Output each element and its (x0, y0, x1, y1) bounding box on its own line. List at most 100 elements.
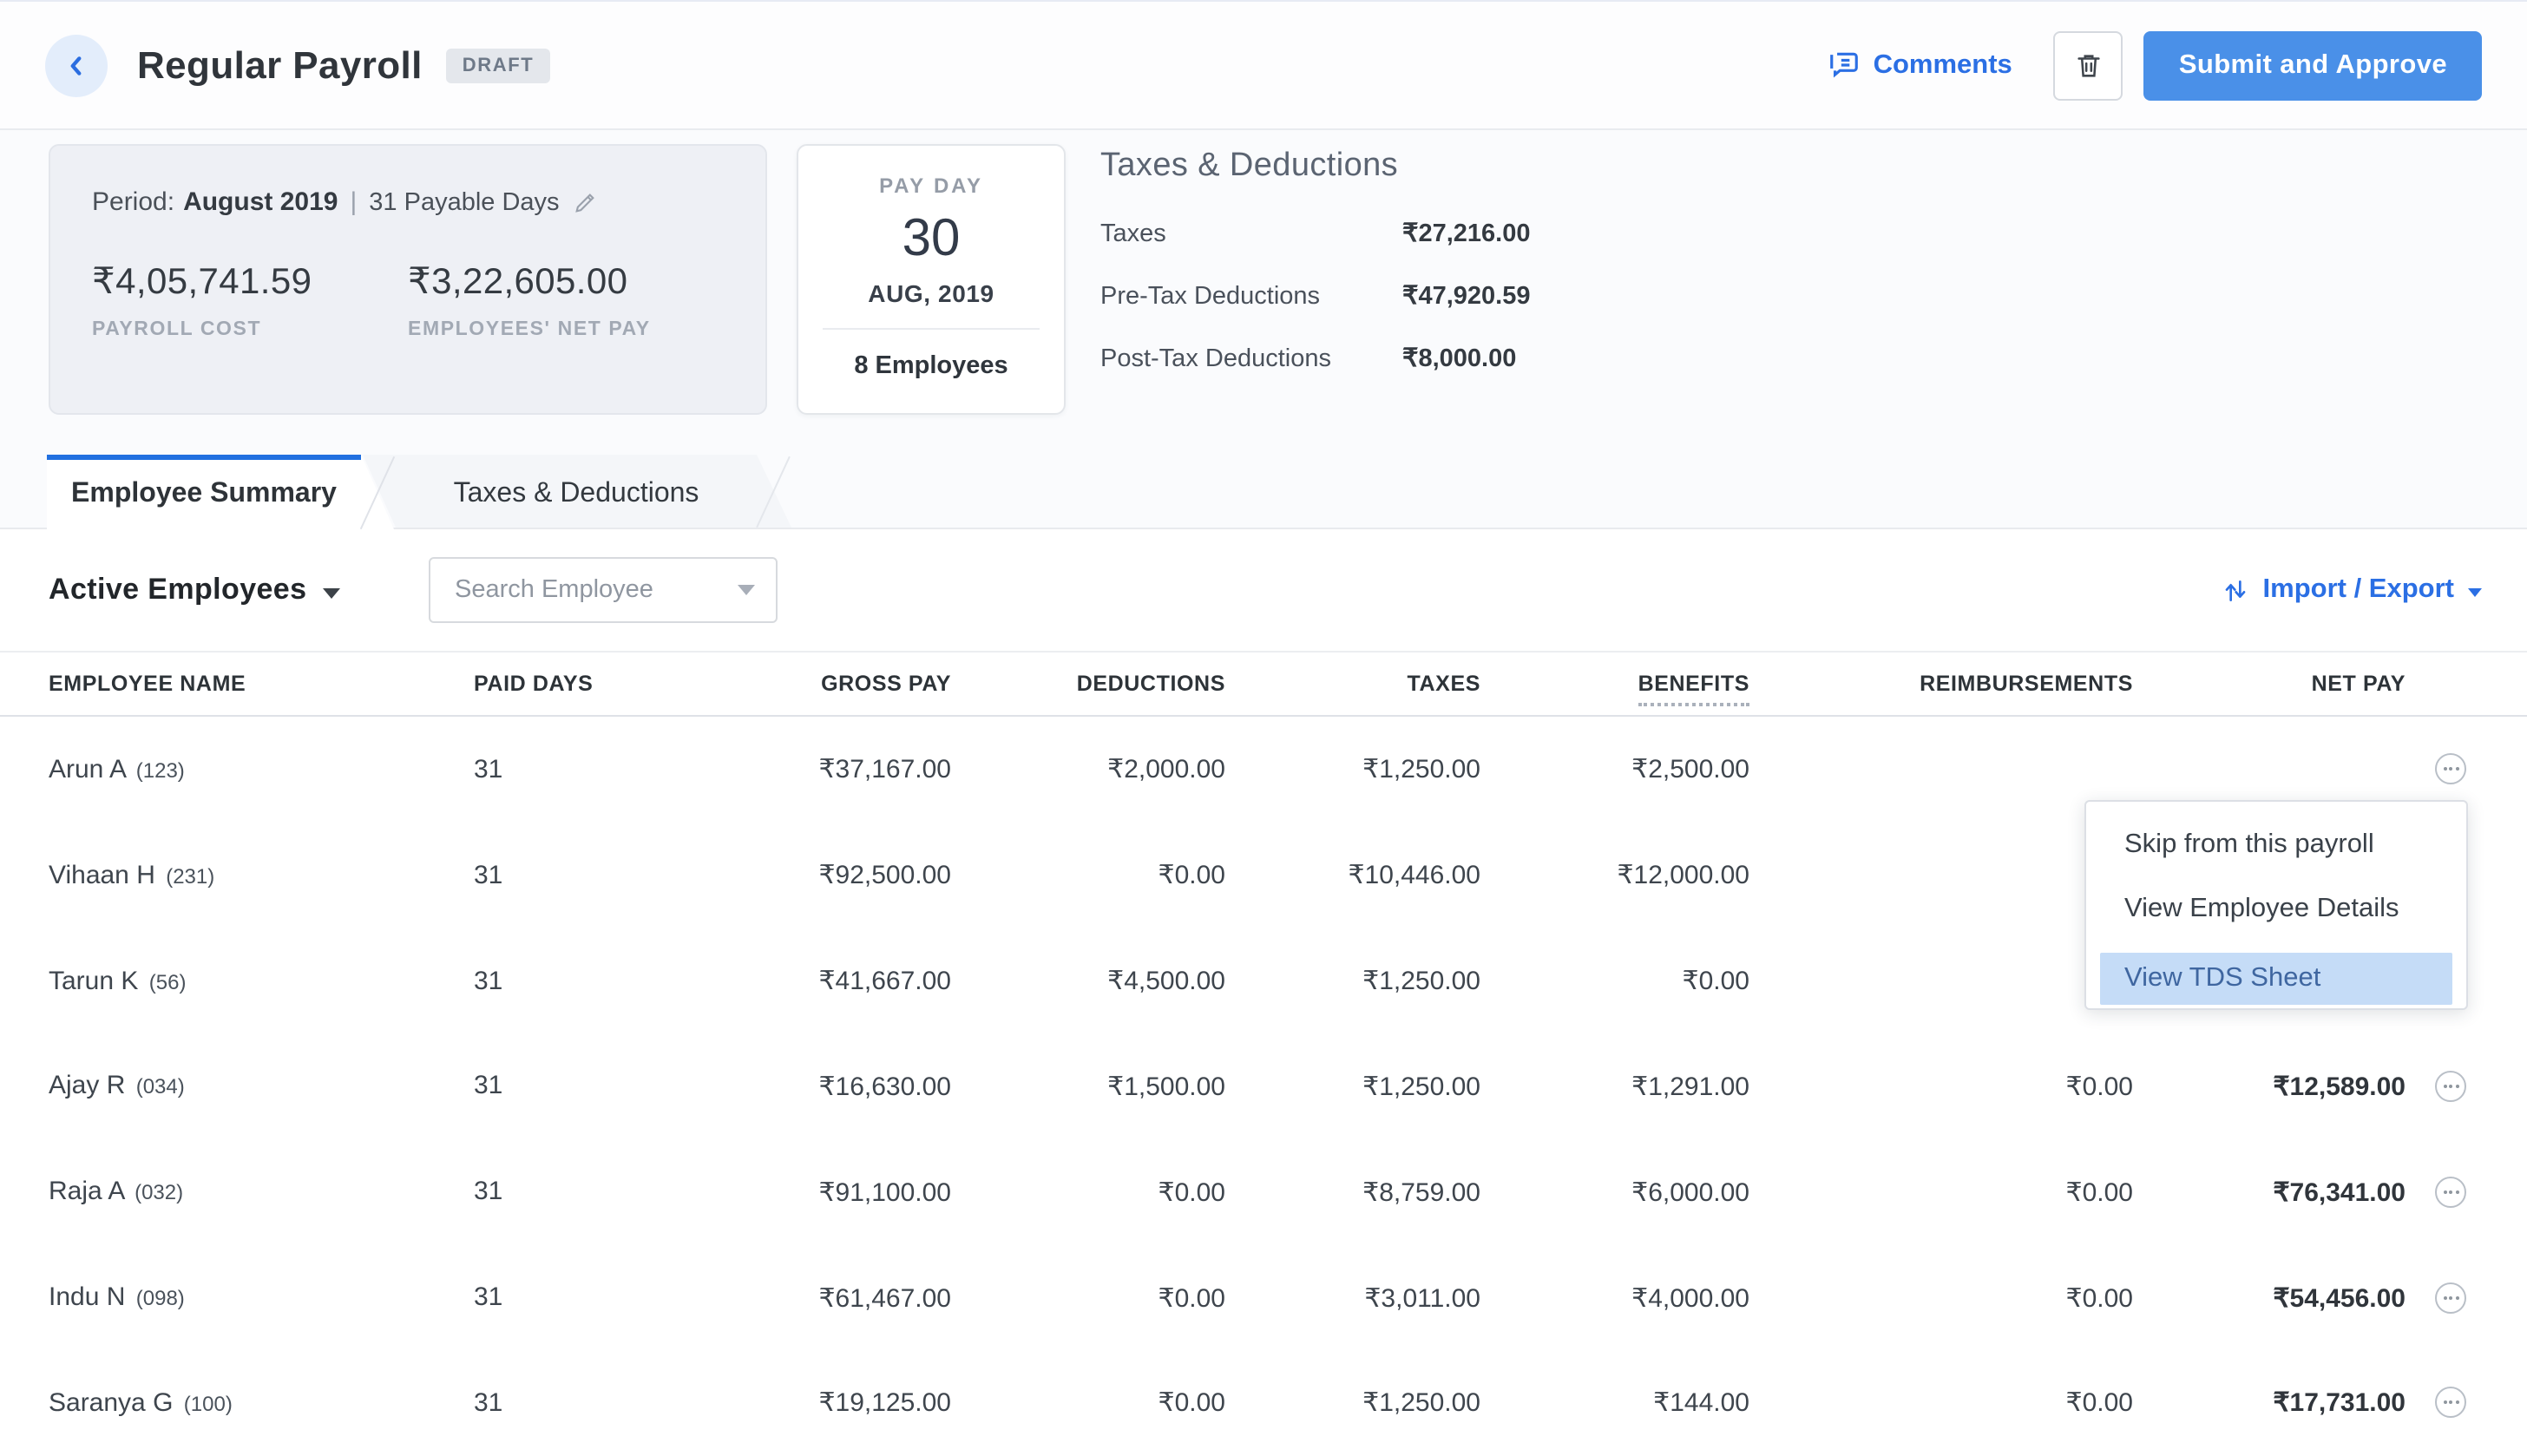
taxes-cell: ₹1,250.00 (1362, 1388, 1480, 1419)
table-row: Indu N (098) 31 ₹61,467.00 ₹0.00 ₹3,011.… (0, 1244, 2527, 1351)
taxes-deductions-summary: Taxes & Deductions Taxes ₹27,216.00 Pre-… (1100, 148, 1530, 373)
table-row: Raja A (032) 31 ₹91,100.00 ₹0.00 ₹8,759.… (0, 1138, 2527, 1245)
taxes-cell: ₹1,250.00 (1362, 755, 1480, 785)
row-actions-button[interactable] (2435, 1176, 2466, 1208)
dropdown-caret-icon (738, 585, 755, 595)
gross-pay-cell: ₹37,167.00 (818, 755, 951, 785)
col-deductions: DEDUCTIONS (1076, 672, 1225, 696)
table-toolbar: Active Employees Search Employee Import … (0, 529, 2527, 653)
employee-code: (100) (183, 1391, 233, 1416)
paid-days-cell: 31 (474, 966, 503, 996)
top-bar: Regular Payroll DRAFT Comments Submit an… (0, 0, 2527, 130)
search-employee-placeholder: Search Employee (455, 576, 653, 604)
row-actions-button[interactable] (2435, 1282, 2466, 1314)
benefits-cell: ₹0.00 (1682, 967, 1750, 997)
employee-count: 8 Employees (854, 352, 1008, 380)
paid-days-cell: 31 (474, 754, 503, 784)
tab-employee-summary[interactable]: Employee Summary (47, 455, 394, 529)
search-employee-select[interactable]: Search Employee (429, 557, 778, 623)
gross-pay-cell: ₹19,125.00 (818, 1388, 951, 1419)
import-export-button[interactable]: Import / Export (2222, 574, 2482, 606)
employee-code: (032) (135, 1180, 184, 1205)
employee-code: (56) (148, 969, 187, 994)
deductions-cell: ₹4,500.00 (1107, 967, 1225, 997)
employee-name: Arun A (49, 754, 126, 784)
row-actions-menu: Skip from this payroll View Employee Det… (2084, 800, 2468, 1010)
employee-name: Indu N (49, 1282, 126, 1313)
employee-code: (123) (135, 758, 185, 783)
col-benefits: BENEFITS (1480, 672, 1749, 706)
delete-button[interactable] (2053, 30, 2123, 100)
paid-days-cell: 31 (474, 1071, 503, 1101)
edit-period-icon[interactable] (574, 190, 598, 214)
row-actions-button[interactable] (2435, 1070, 2466, 1102)
period-label: Period: (92, 187, 175, 217)
taxes-cell: ₹8,759.00 (1362, 1177, 1480, 1208)
employee-code: (231) (166, 863, 215, 889)
tab-bar: Taxes & Deductions Employee Summary (0, 455, 2527, 530)
employee-code: (034) (135, 1074, 185, 1099)
pay-day-date: 30 (902, 210, 961, 267)
gross-pay-cell: ₹92,500.00 (818, 861, 951, 891)
taxes-deductions-title: Taxes & Deductions (1100, 148, 1399, 184)
employee-name: Vihaan H (49, 860, 155, 890)
col-reimbursements: REIMBURSEMENTS (1920, 672, 2133, 696)
employee-name: Saranya G (49, 1387, 174, 1418)
employee-summary-table: EMPLOYEE NAME PAID DAYS GROSS PAY DEDUCT… (0, 653, 2527, 1456)
reimbursements-cell: ₹0.00 (2065, 1177, 2134, 1208)
taxes-cell: ₹1,250.00 (1362, 967, 1480, 997)
period-card: Period: August 2019 | 31 Payable Days ₹4… (49, 144, 767, 415)
table-header-row: EMPLOYEE NAME PAID DAYS GROSS PAY DEDUCT… (0, 653, 2527, 717)
gross-pay-cell: ₹91,100.00 (818, 1177, 951, 1208)
reimbursements-cell: ₹0.00 (2065, 1283, 2134, 1314)
col-paid-days: PAID DAYS (474, 672, 594, 696)
summary-row-taxes: Taxes ₹27,216.00 (1100, 220, 1531, 248)
chevron-down-icon (2468, 587, 2482, 596)
status-badge: DRAFT (446, 48, 550, 82)
taxes-cell: ₹1,250.00 (1362, 1072, 1480, 1102)
paid-days-cell: 31 (474, 1387, 503, 1418)
gross-pay-cell: ₹61,467.00 (818, 1283, 951, 1314)
period-value: August 2019 (183, 187, 338, 217)
payroll-cost-value: ₹4,05,741.59 (92, 262, 312, 302)
col-taxes: TAXES (1407, 672, 1480, 696)
summary-row-pretax: Pre-Tax Deductions ₹47,920.59 (1100, 283, 1531, 311)
employee-filter-dropdown[interactable]: Active Employees (49, 573, 340, 607)
taxes-cell: ₹3,011.00 (1364, 1283, 1480, 1314)
menu-item-view-employee-details[interactable]: View Employee Details (2124, 894, 2399, 923)
summary-section: Period: August 2019 | 31 Payable Days ₹4… (0, 130, 2527, 455)
benefits-cell: ₹12,000.00 (1617, 861, 1749, 891)
employees-net-pay-value: ₹3,22,605.00 (408, 262, 628, 302)
summary-row-posttax: Post-Tax Deductions ₹8,000.00 (1100, 345, 1517, 373)
menu-item-view-tds-sheet[interactable]: View TDS Sheet (2100, 953, 2452, 1005)
taxes-cell: ₹10,446.00 (1348, 861, 1480, 891)
tab-bar-divider (0, 528, 2527, 529)
tab-taxes-deductions[interactable]: Taxes & Deductions (363, 455, 791, 528)
col-net-pay: NET PAY (2311, 672, 2406, 696)
pay-day-card: PAY DAY 30 AUG, 2019 8 Employees (797, 144, 1066, 415)
col-gross-pay: GROSS PAY (821, 672, 951, 696)
chevron-down-icon (322, 587, 340, 598)
row-actions-button[interactable] (2435, 753, 2466, 785)
net-pay-cell: ₹54,456.00 (2273, 1283, 2406, 1314)
employee-name: Tarun K (49, 966, 139, 996)
reimbursements-cell: ₹0.00 (2065, 1072, 2134, 1102)
deductions-cell: ₹2,000.00 (1107, 755, 1225, 785)
benefits-cell: ₹1,291.00 (1631, 1072, 1749, 1102)
benefits-cell: ₹2,500.00 (1631, 755, 1749, 785)
pay-day-label: PAY DAY (879, 174, 983, 198)
row-actions-button[interactable] (2435, 1387, 2466, 1419)
back-button[interactable] (45, 34, 108, 96)
pay-day-month-year: AUG, 2019 (868, 279, 994, 307)
submit-and-approve-button[interactable]: Submit and Approve (2143, 30, 2482, 100)
comments-button[interactable]: Comments (1828, 49, 2012, 82)
deductions-cell: ₹1,500.00 (1107, 1072, 1225, 1102)
menu-item-skip-payroll[interactable]: Skip from this payroll (2124, 830, 2374, 859)
paid-days-cell: 31 (474, 1282, 503, 1313)
benefits-cell: ₹6,000.00 (1631, 1177, 1749, 1208)
table-row: Ajay R (034) 31 ₹16,630.00 ₹1,500.00 ₹1,… (0, 1033, 2527, 1139)
deductions-cell: ₹0.00 (1158, 1388, 1226, 1419)
divider (823, 328, 1040, 330)
net-pay-cell: ₹17,731.00 (2273, 1388, 2406, 1419)
